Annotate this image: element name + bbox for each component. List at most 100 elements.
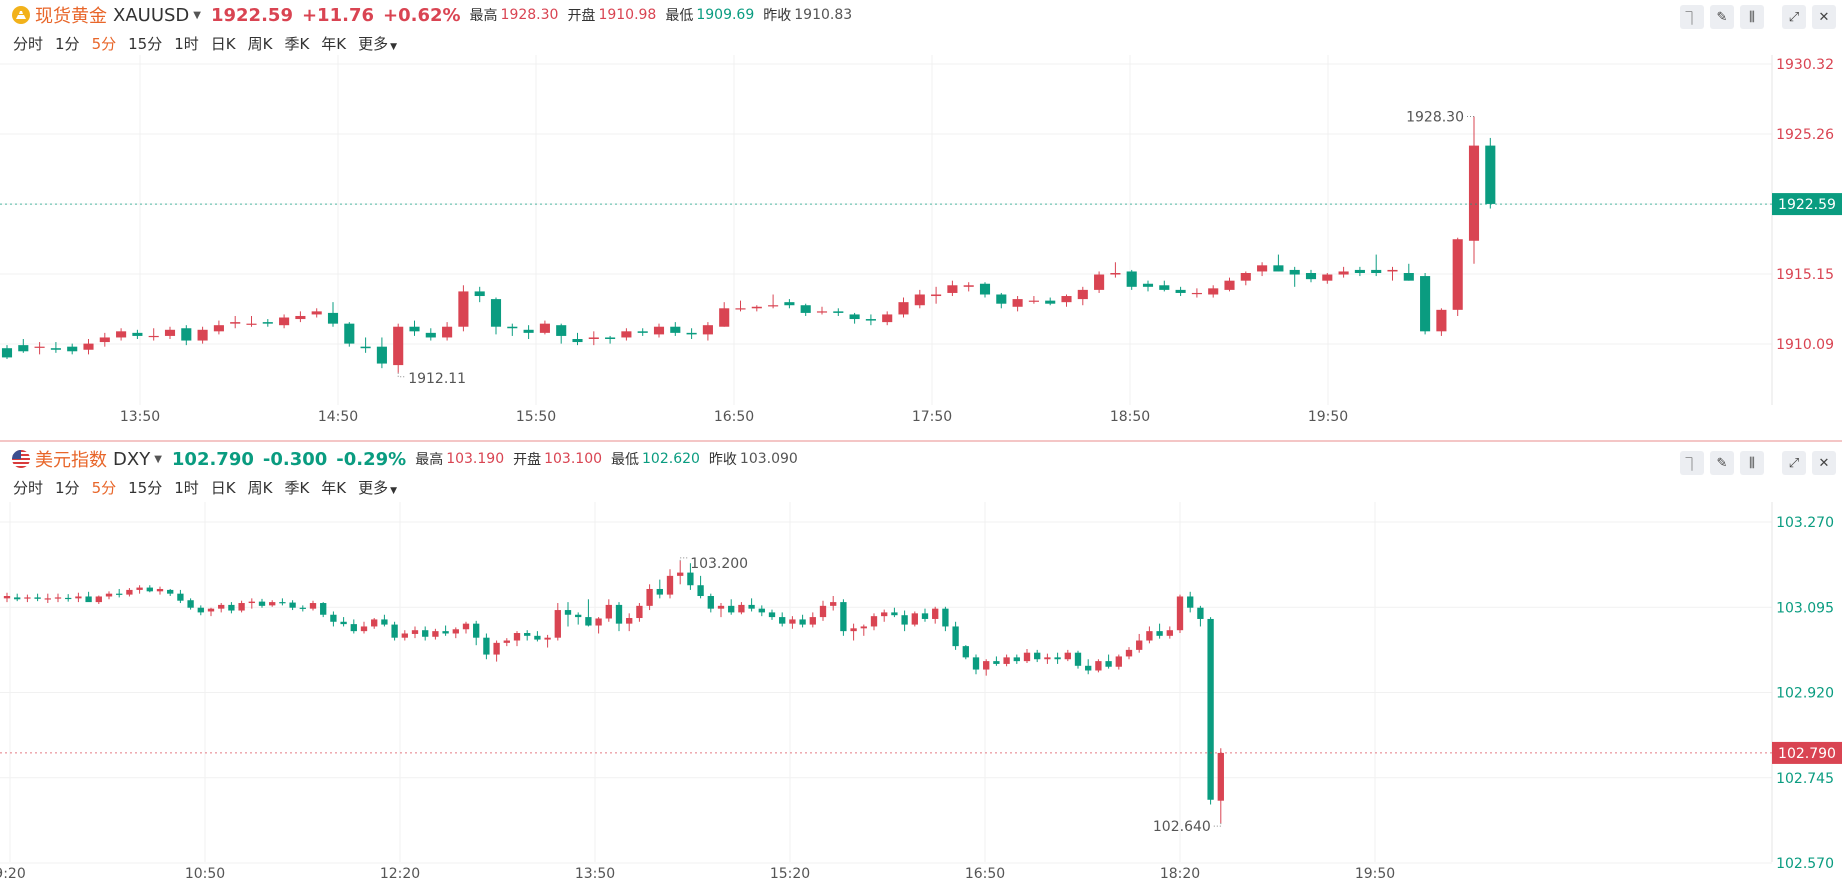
candle[interactable] [65, 594, 72, 602]
candle[interactable] [116, 328, 127, 341]
candle[interactable] [462, 621, 470, 634]
candle[interactable] [637, 328, 648, 336]
candle[interactable] [83, 339, 94, 355]
candle[interactable] [1166, 626, 1173, 639]
candle[interactable] [493, 640, 500, 662]
candle[interactable] [1003, 654, 1010, 667]
candle[interactable] [921, 608, 929, 622]
candle[interactable] [860, 624, 867, 636]
candle[interactable] [279, 598, 286, 606]
draw-icon[interactable]: ✎ [1710, 5, 1734, 29]
candle[interactable] [588, 331, 599, 346]
candle[interactable] [1420, 273, 1431, 335]
candle[interactable] [422, 626, 429, 641]
indicator-icon[interactable]: ⏋ [1680, 451, 1704, 475]
candle[interactable] [585, 599, 592, 627]
symbol-name[interactable]: 现货黄金 [35, 6, 107, 27]
candle[interactable] [1207, 617, 1214, 805]
candle[interactable] [1110, 262, 1121, 278]
candle[interactable] [207, 607, 215, 617]
candle[interactable] [327, 302, 339, 327]
candle[interactable] [75, 592, 82, 603]
candle[interactable] [1045, 297, 1056, 306]
candle[interactable] [442, 322, 453, 341]
tf-weekly[interactable]: 周K [247, 479, 273, 497]
candle[interactable] [248, 598, 255, 609]
tf-15m[interactable]: 15分 [128, 479, 163, 497]
candle[interactable] [376, 337, 387, 369]
indicator-icon[interactable]: ⏋ [1680, 5, 1704, 29]
candle[interactable] [432, 628, 439, 640]
candle[interactable] [85, 591, 92, 603]
tf-yearly[interactable]: 年K [321, 479, 347, 497]
tf-daily[interactable]: 日K [210, 35, 236, 53]
candle[interactable] [1305, 269, 1317, 283]
candle[interactable] [738, 602, 745, 615]
candle[interactable] [1257, 262, 1268, 277]
candle[interactable] [539, 320, 550, 335]
tf-quarterly[interactable]: 季K [284, 35, 310, 53]
candle[interactable] [898, 297, 909, 318]
candlestick-chart[interactable]: 1930.321925.261920.201915.151910.0913:50… [0, 55, 1842, 440]
candle[interactable] [819, 600, 827, 621]
candle[interactable] [218, 603, 225, 613]
candle[interactable] [442, 625, 449, 636]
candle[interactable] [1034, 649, 1041, 663]
tf-intraday[interactable]: 分时 [13, 35, 44, 53]
candle[interactable] [564, 602, 572, 627]
candle[interactable] [666, 569, 674, 599]
candle[interactable] [513, 631, 521, 647]
candle[interactable] [816, 306, 828, 315]
candle[interactable] [167, 588, 174, 597]
candle[interactable] [344, 322, 355, 347]
candle[interactable] [299, 605, 306, 612]
tf-more[interactable]: 更多 ▼ [358, 33, 397, 54]
candle[interactable] [262, 319, 273, 327]
candle[interactable] [534, 631, 541, 642]
chevron-down-icon[interactable]: ▼ [193, 9, 201, 21]
candle[interactable] [258, 598, 266, 608]
candlestick-chart[interactable]: 103.270 103.095 102.920 102.745 102.570 9:20 1… [0, 502, 1842, 882]
tf-quarterly[interactable]: 季K [284, 479, 310, 497]
candle[interactable] [686, 328, 697, 339]
candle[interactable] [1044, 653, 1051, 664]
candle[interactable] [881, 609, 888, 622]
candle[interactable] [751, 305, 762, 312]
candle[interactable] [972, 654, 980, 675]
candle[interactable] [1159, 280, 1170, 292]
candle[interactable] [350, 619, 357, 634]
candle[interactable] [728, 599, 735, 615]
candle[interactable] [44, 593, 51, 604]
candle[interactable] [34, 342, 45, 355]
candle[interactable] [789, 616, 796, 629]
candle[interactable] [483, 633, 490, 660]
tf-1h[interactable]: 1时 [174, 35, 199, 53]
candle[interactable] [1094, 271, 1105, 293]
candle[interactable] [882, 311, 893, 326]
candle[interactable] [1485, 137, 1496, 209]
candle[interactable] [1338, 266, 1349, 278]
candle[interactable] [575, 612, 582, 625]
candle[interactable] [1371, 254, 1382, 277]
candle[interactable] [1187, 591, 1194, 613]
candle[interactable] [295, 311, 306, 323]
candle[interactable] [1217, 748, 1224, 824]
candle[interactable] [1013, 654, 1020, 664]
draw-icon[interactable]: ✎ [1710, 451, 1734, 475]
candle[interactable] [1064, 649, 1071, 662]
candle[interactable] [677, 560, 684, 585]
candle[interactable] [401, 630, 408, 641]
tf-1h[interactable]: 1时 [174, 479, 199, 497]
candle[interactable] [197, 605, 204, 616]
candle[interactable] [1061, 294, 1072, 307]
candle[interactable] [230, 315, 241, 329]
candle[interactable] [1028, 296, 1039, 304]
candle[interactable] [507, 323, 518, 336]
tf-5m[interactable]: 5分 [91, 35, 117, 53]
close-icon[interactable]: ✕ [1812, 451, 1836, 475]
candle[interactable] [605, 599, 612, 622]
candle[interactable] [901, 610, 908, 632]
candle[interactable] [1054, 652, 1061, 664]
candle[interactable] [697, 575, 704, 599]
candle[interactable] [34, 593, 41, 602]
